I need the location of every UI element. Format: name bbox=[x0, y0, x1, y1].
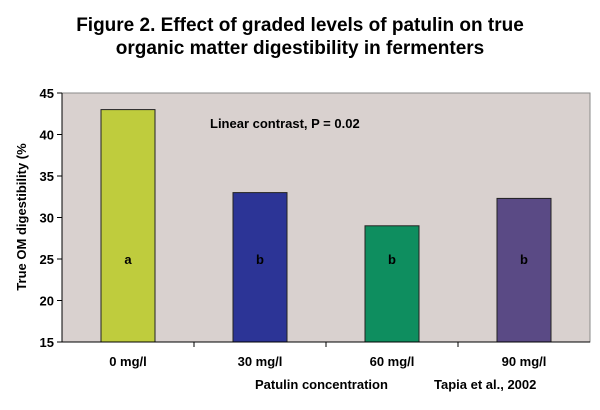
y-tick-label: 25 bbox=[40, 252, 54, 267]
y-tick-label: 40 bbox=[40, 128, 54, 143]
x-axis-label: Patulin concentration bbox=[255, 377, 388, 392]
linear-contrast-annotation: Linear contrast, P = 0.02 bbox=[210, 116, 360, 131]
bar-letter-label: b bbox=[256, 252, 264, 267]
x-tick-label: 0 mg/l bbox=[109, 354, 147, 369]
y-tick-label: 20 bbox=[40, 294, 54, 309]
x-tick-label: 90 mg/l bbox=[502, 354, 547, 369]
y-tick-label: 15 bbox=[40, 335, 54, 350]
chart-title: Figure 2. Effect of graded levels of pat… bbox=[0, 14, 600, 60]
bar-90-mg-l bbox=[496, 197, 552, 343]
y-tick-label: 45 bbox=[40, 86, 54, 101]
y-axis-label: True OM digestibility (% bbox=[14, 143, 29, 291]
bar-letter-label: b bbox=[388, 252, 396, 267]
bar-letter-label: a bbox=[124, 252, 132, 267]
x-tick-label: 30 mg/l bbox=[238, 354, 283, 369]
bar-0-mg-l bbox=[100, 109, 156, 343]
source-citation: Tapia et al., 2002 bbox=[434, 377, 537, 392]
y-tick-label: 35 bbox=[40, 169, 54, 184]
bar-30-mg-l bbox=[232, 192, 288, 343]
bar-60-mg-l bbox=[364, 225, 420, 343]
chart-title-line-2: organic matter digestibility in fermente… bbox=[115, 38, 485, 59]
chart-title-line-1: Figure 2. Effect of graded levels of pat… bbox=[76, 15, 524, 36]
x-tick-label: 60 mg/l bbox=[370, 354, 415, 369]
y-tick-label: 30 bbox=[40, 211, 54, 226]
bar-letter-label: b bbox=[520, 252, 528, 267]
